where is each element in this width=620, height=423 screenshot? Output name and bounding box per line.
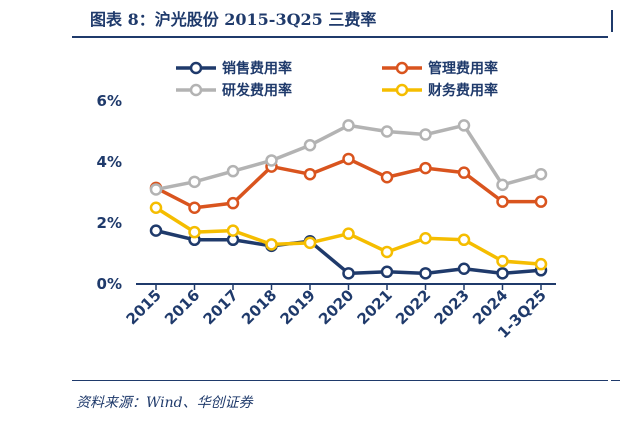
legend-item-2: 管理费用率 [382,60,498,77]
legend-label: 研发费用率 [222,82,292,99]
data-point [419,232,432,245]
data-point [419,161,432,175]
legend-item-4: 财务费用率 [382,82,498,99]
data-point [457,233,471,247]
series-layer [149,119,548,280]
side-marker-top [611,10,620,32]
data-point [342,267,355,280]
data-point [303,236,317,250]
y-tick-label: 6% [97,92,122,110]
data-point [457,166,471,179]
x-tick-label: 2015 [123,286,165,328]
source-note: 资料来源：Wind、华创证券 [76,395,253,411]
series-3 [149,119,548,196]
data-point [149,183,163,196]
data-point [226,224,240,237]
y-tick-label: 0% [97,275,122,293]
chart-axes: 0% 2% 4% 6% 20152016201720182019202020212022… [97,92,556,342]
data-point [303,138,317,152]
data-point [496,254,509,268]
chart-title: 图表 8：沪光股份 2015-3Q25 三费率 [90,10,377,29]
x-tick-label: 2019 [277,286,319,328]
side-marker-bottom [611,380,620,381]
data-point [188,175,201,189]
data-point [496,195,509,208]
legend-marker [189,61,203,75]
x-tick-label: 2016 [161,286,203,328]
legend-marker [189,83,203,97]
data-point [149,224,163,237]
legend-label: 销售费用率 [222,60,292,77]
x-tick-label: 2021 [354,286,396,328]
y-tick-label: 2% [97,214,122,232]
data-point [380,171,394,184]
x-tick-label: 2023 [431,286,473,328]
data-point [342,227,355,240]
y-tick-label: 4% [97,153,122,171]
data-point [265,238,278,251]
legend-label: 财务费用率 [427,82,498,99]
series-4 [149,201,548,271]
data-point [496,267,509,280]
legend-marker [395,61,409,75]
data-point [149,201,163,214]
data-point [380,265,394,279]
series-line [155,157,541,210]
data-point [534,195,548,208]
data-point [380,245,394,259]
data-point [342,119,355,132]
legend-label: 管理费用率 [428,60,498,77]
legend-item-1: 销售费用率 [176,60,292,77]
data-point [419,128,432,141]
x-tick-label: 2017 [200,286,242,328]
data-point [534,167,548,181]
series-2 [149,152,548,214]
data-point [265,154,278,167]
data-point [419,267,432,280]
data-point [457,119,471,132]
data-point [534,257,548,271]
legend-marker [395,83,409,97]
x-tick-label: 2020 [315,286,357,328]
data-point [380,125,394,138]
legend-item-3: 研发费用率 [176,82,292,99]
x-tick-label: 2022 [392,286,434,328]
bottom-divider [72,380,608,381]
data-point [496,178,509,192]
data-point [342,152,355,166]
data-point [226,196,240,210]
title-divider [72,36,608,38]
data-point [188,225,201,239]
data-point [188,201,201,214]
series-1 [149,224,548,280]
x-tick-label: 2018 [238,286,280,328]
data-point [303,167,317,181]
data-point [226,164,240,178]
data-point [457,262,471,275]
